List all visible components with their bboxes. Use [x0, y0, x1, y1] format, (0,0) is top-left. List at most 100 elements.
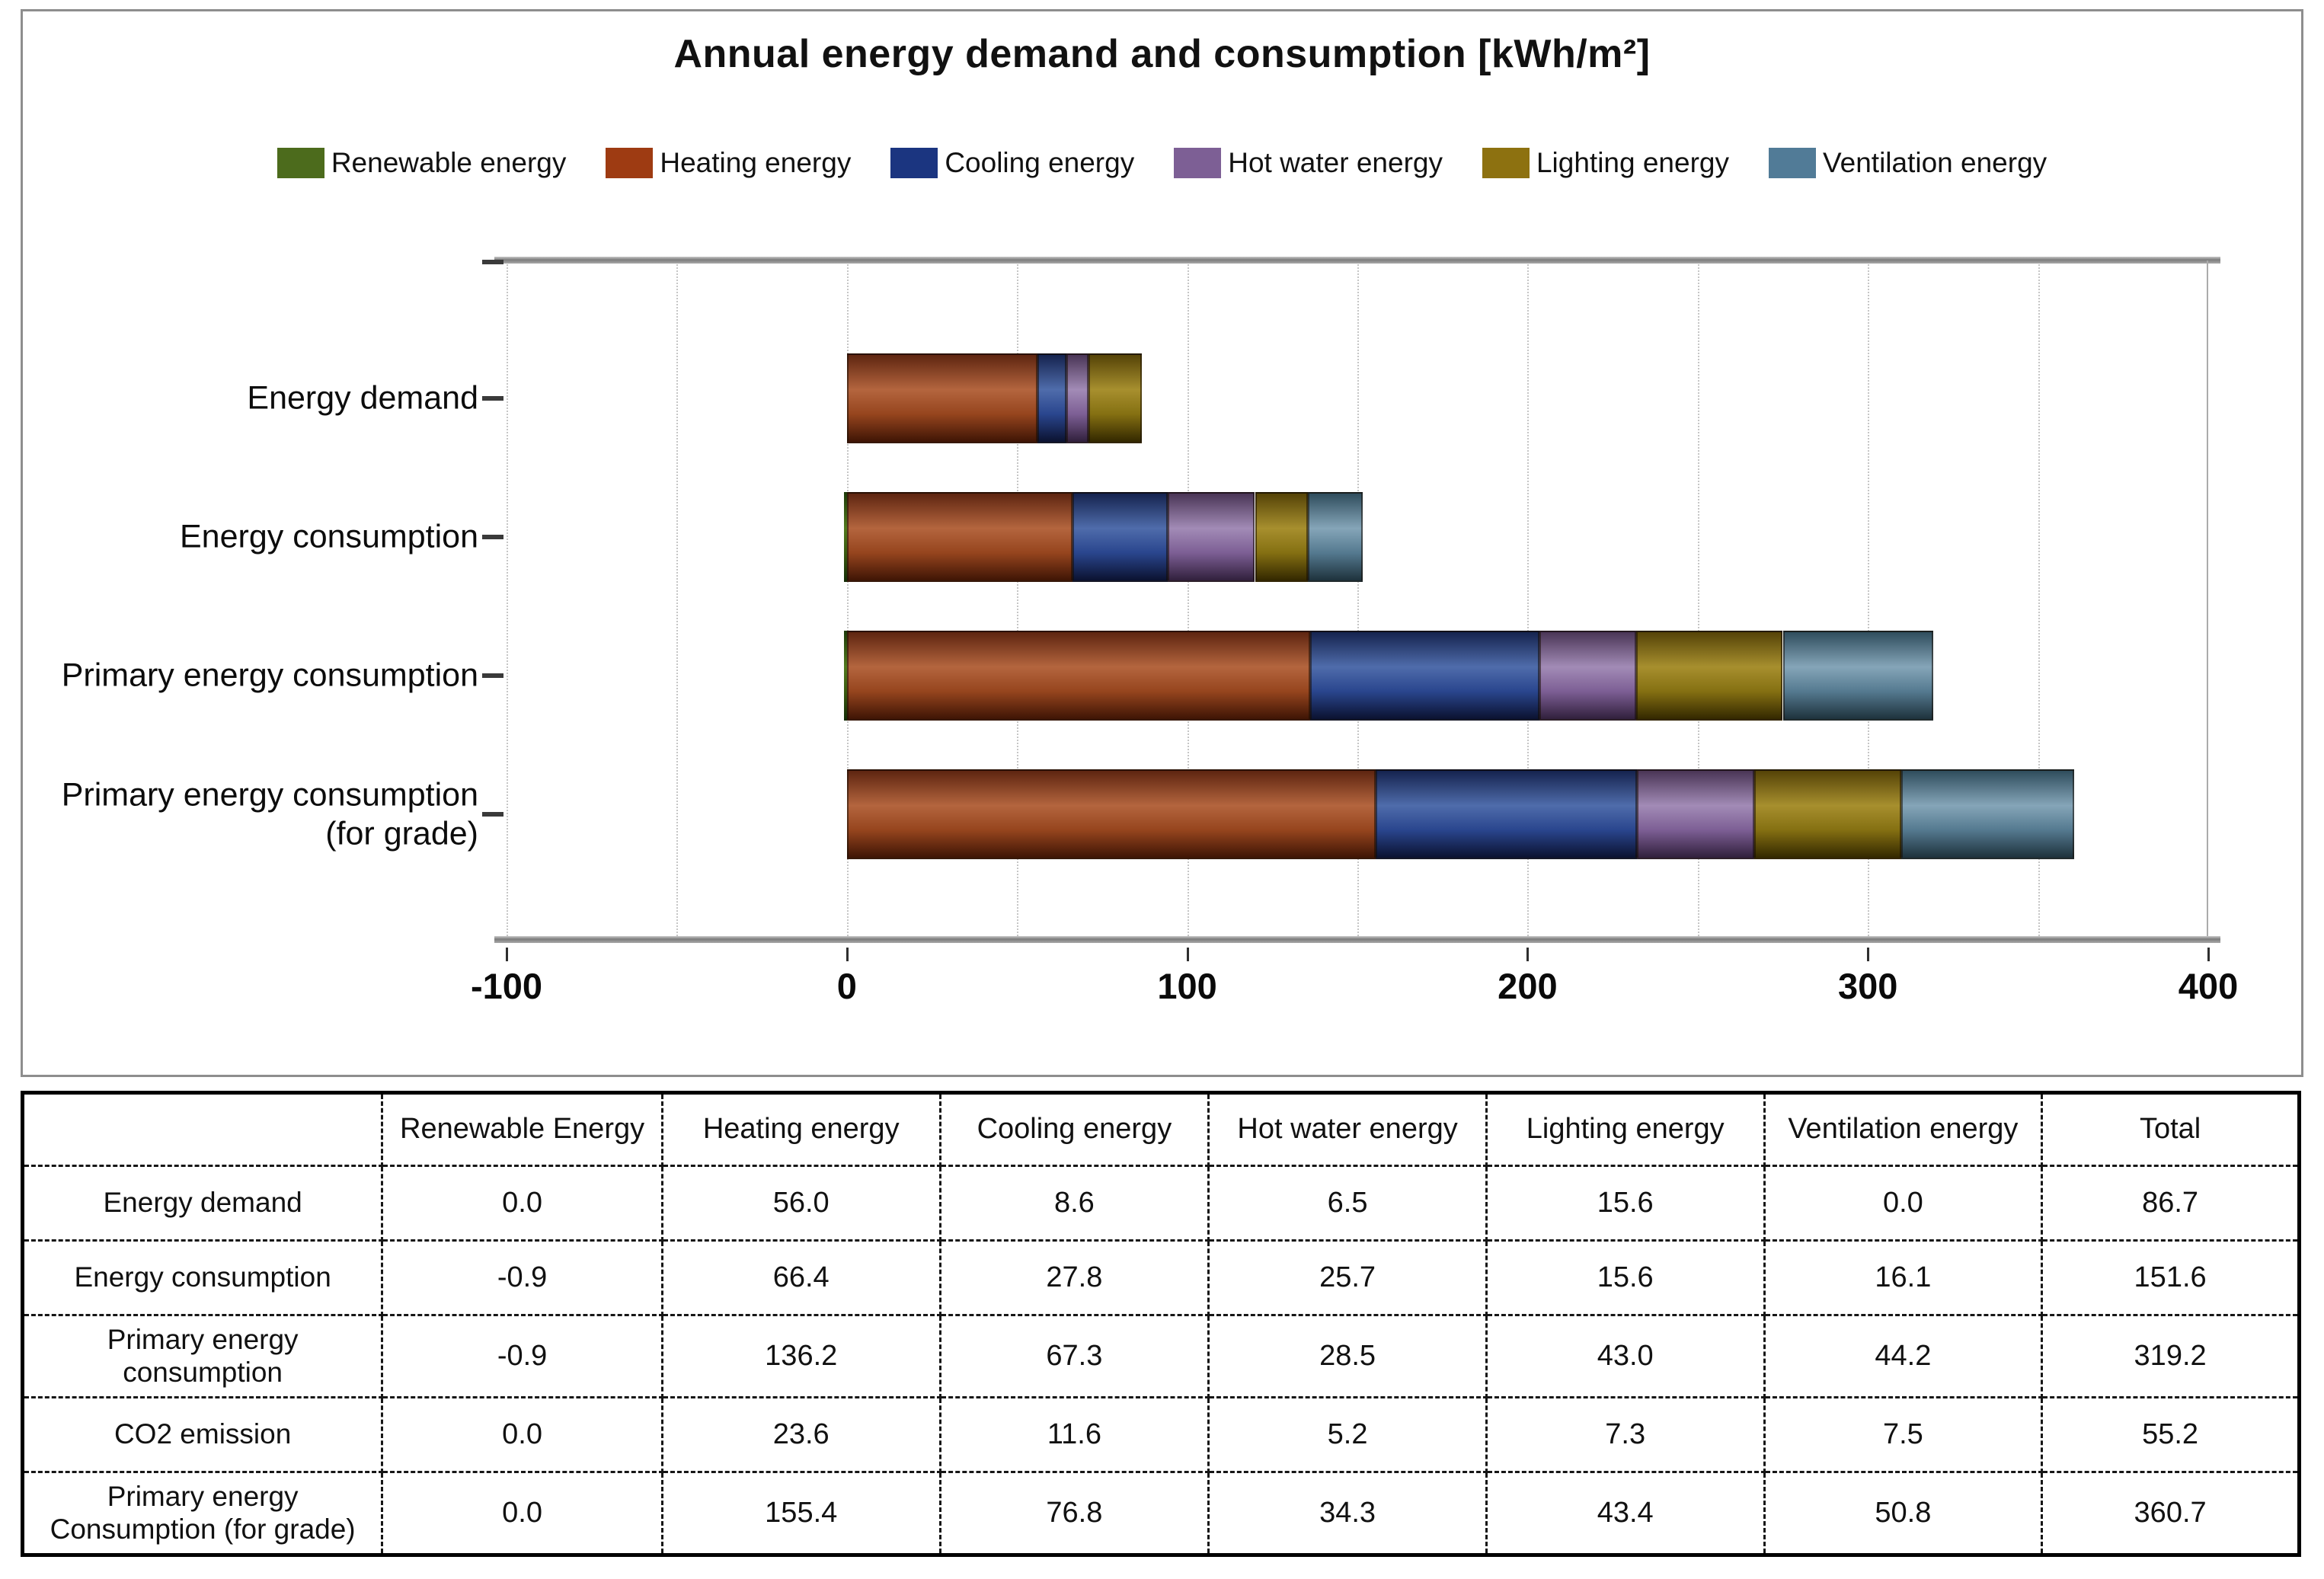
gridline	[1017, 264, 1019, 936]
x-axis-tick	[846, 948, 849, 961]
bar-segment	[1255, 492, 1309, 582]
x-tick-label: 200	[1498, 966, 1558, 1006]
legend-label: Renewable energy	[331, 147, 567, 178]
table-cell: 6.5	[1207, 1165, 1488, 1242]
bar-segment	[1072, 492, 1168, 582]
table-cell: 0.0	[381, 1396, 663, 1474]
legend-swatch	[1482, 148, 1530, 178]
table-cell: 5.2	[1207, 1396, 1488, 1474]
bar-2	[507, 492, 2208, 582]
gridline	[676, 264, 679, 936]
legend-item: Hot water energy	[1174, 147, 1443, 179]
gridline	[846, 264, 849, 936]
bar-segment	[1037, 353, 1067, 443]
table-row: Energy demand 0.0 56.0 8.6 6.5 15.6 0.0 86.7	[21, 1165, 2300, 1242]
table-cell: 151.6	[2041, 1239, 2300, 1316]
gridline	[2038, 264, 2040, 936]
table-cell: 15.6	[1485, 1165, 1766, 1242]
x-tick-label: 0	[836, 966, 857, 1006]
table-row: Energy consumption -0.9 66.4 27.8 25.7 15.6 16…	[21, 1239, 2300, 1316]
plot-area	[482, 257, 2220, 961]
table-row-label: Energy consumption	[21, 1239, 384, 1316]
table-cell: -0.9	[381, 1239, 663, 1316]
legend-label: Heating energy	[660, 147, 852, 178]
table-cell: 50.8	[1763, 1471, 2044, 1557]
x-tick-label: -100	[470, 966, 543, 1006]
y-axis-tick	[482, 673, 503, 678]
table-row-label: Energy demand	[21, 1165, 384, 1242]
table-cell: 136.2	[660, 1313, 941, 1399]
table-cell: 0.0	[381, 1165, 663, 1242]
table-cell: 25.7	[1207, 1239, 1488, 1316]
table-header-cell: Ventilation energy	[1763, 1092, 2044, 1167]
bar-segment	[1753, 769, 1902, 859]
y-category-label: Energy demand	[247, 379, 478, 417]
bar-segment	[1310, 631, 1540, 721]
bar-segment	[1901, 769, 2075, 859]
legend-label: Cooling energy	[945, 147, 1135, 178]
table-cell: 23.6	[660, 1396, 941, 1474]
table-cell: 360.7	[2041, 1471, 2300, 1557]
table-cell: 0.0	[1763, 1165, 2044, 1242]
legend-item: Lighting energy	[1482, 147, 1729, 179]
bar-segment	[1308, 492, 1363, 582]
x-axis-tick	[506, 948, 508, 961]
gridline	[1187, 264, 1189, 936]
data-table-wrap: Renewable Energy Heating energy Cooling en…	[21, 1091, 2301, 1558]
gridline	[1868, 264, 1870, 936]
bar-segment	[843, 631, 847, 721]
y-axis-tick	[482, 535, 503, 539]
legend-swatch	[890, 148, 938, 178]
table-cell: 43.4	[1485, 1471, 1766, 1557]
bar-segment	[1636, 631, 1783, 721]
table-cell: 55.2	[2041, 1396, 2300, 1474]
bar-segment	[1376, 769, 1638, 859]
bar-segment	[843, 492, 847, 582]
bar-segment	[1167, 492, 1255, 582]
y-axis-tick	[482, 260, 503, 264]
table-row-label: Primary energy Consumption (for grade)	[21, 1471, 384, 1557]
chart-panel: Annual energy demand and consumption [kW…	[21, 9, 2303, 1077]
table-header-cell: Cooling energy	[938, 1092, 1210, 1167]
table-cell: 15.6	[1485, 1239, 1766, 1316]
table-cell: 0.0	[381, 1471, 663, 1557]
bar-4	[507, 769, 2208, 859]
x-tick-label: 400	[2178, 966, 2239, 1006]
table-cell: 66.4	[660, 1239, 941, 1316]
y-axis-labels: Energy demand Energy consumption Primary e…	[27, 261, 478, 940]
bar-segment	[1066, 353, 1089, 443]
table-cell: 44.2	[1763, 1313, 2044, 1399]
table-cell: 319.2	[2041, 1313, 2300, 1399]
legend-swatch	[1174, 148, 1222, 178]
legend-swatch	[277, 148, 324, 178]
table-cell: 8.6	[938, 1165, 1210, 1242]
x-axis-tick	[2207, 948, 2210, 961]
table-cell: 43.0	[1485, 1313, 1766, 1399]
table-row-label: Primary energy consumption	[21, 1313, 384, 1399]
plot-top-axis-line	[494, 257, 2220, 264]
table-cell: 67.3	[938, 1313, 1210, 1399]
table-header-row: Renewable Energy Heating energy Cooling en…	[21, 1092, 2300, 1167]
legend-label: Lighting energy	[1536, 147, 1729, 178]
y-axis-tick	[482, 812, 503, 817]
x-tick-label: 100	[1157, 966, 1217, 1006]
legend-label: Ventilation energy	[1823, 147, 2047, 178]
bar-segment	[846, 769, 1376, 859]
table-row: Primary energy consumption -0.9 136.2 67.3 2…	[21, 1313, 2300, 1399]
table-header-cell: Hot water energy	[1207, 1092, 1488, 1167]
y-category-label: Energy consumption	[180, 518, 478, 555]
legend-item: Renewable energy	[277, 147, 567, 179]
bar-segment	[1637, 769, 1754, 859]
legend-item: Ventilation energy	[1769, 147, 2047, 179]
gridline	[1357, 264, 1359, 936]
table-body: Energy demand 0.0 56.0 8.6 6.5 15.6 0.0 86.7 Ene…	[21, 1165, 2300, 1557]
bar-1	[507, 353, 2208, 443]
legend-item: Cooling energy	[890, 147, 1134, 179]
gridline	[1527, 264, 1530, 936]
table-header-cell: Renewable Energy	[381, 1092, 663, 1167]
table-cell: 34.3	[1207, 1471, 1488, 1557]
table-cell: 7.5	[1763, 1396, 2044, 1474]
y-category-label: Primary energy consumption	[61, 657, 478, 694]
x-axis-tick	[1526, 948, 1530, 961]
bar-segment	[1088, 353, 1143, 443]
